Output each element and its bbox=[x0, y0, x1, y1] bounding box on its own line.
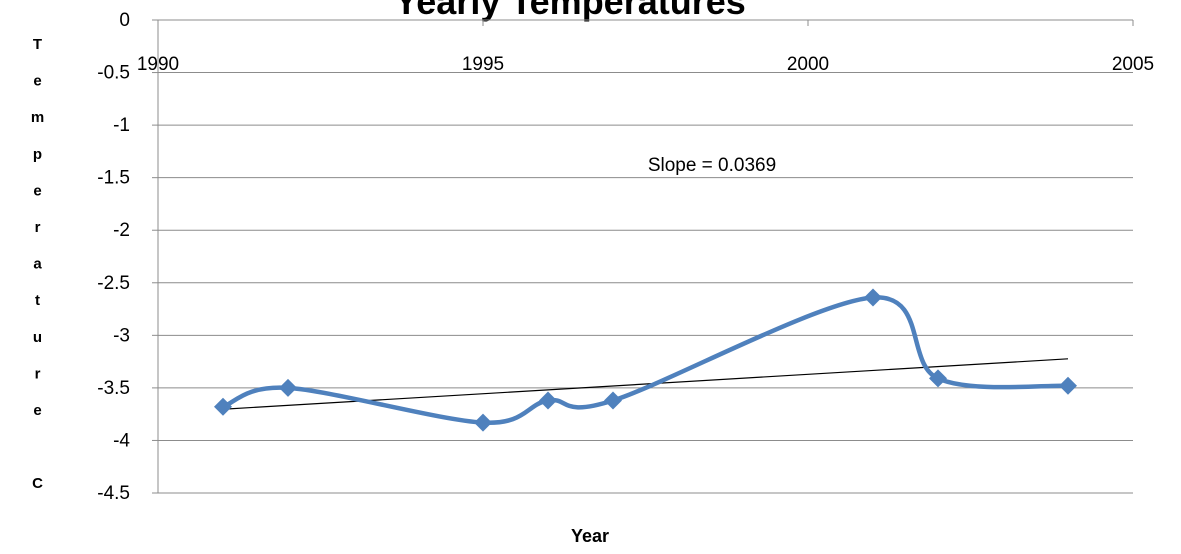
y-tick-label: -4.5 bbox=[97, 483, 130, 504]
x-tick-label: 1995 bbox=[462, 54, 504, 75]
x-tick-label: 2000 bbox=[787, 54, 829, 75]
marker bbox=[279, 378, 297, 397]
x-tick-label: 1990 bbox=[137, 54, 179, 75]
y-tick-label: -3.5 bbox=[97, 378, 130, 399]
y-tick-label: -2 bbox=[113, 220, 130, 241]
y-tick-label: 0 bbox=[119, 10, 130, 31]
marker bbox=[864, 288, 882, 307]
series-line bbox=[222, 295, 1069, 425]
y-tick-label: -4 bbox=[113, 430, 130, 451]
marker bbox=[929, 369, 947, 388]
marker bbox=[474, 413, 492, 432]
y-tick-label: -1 bbox=[113, 115, 130, 136]
marker bbox=[604, 391, 622, 410]
y-tick-label: -2.5 bbox=[97, 273, 130, 294]
chart-title: Yearly Temperatures bbox=[394, 0, 746, 22]
marker bbox=[1059, 376, 1077, 395]
y-tick-label: -3 bbox=[113, 325, 130, 346]
x-tick-label: 2005 bbox=[1112, 54, 1154, 75]
y-tick-label: -0.5 bbox=[97, 63, 130, 84]
trendline-label: Slope = 0.0369 bbox=[648, 155, 776, 176]
marker bbox=[539, 391, 557, 410]
marker bbox=[214, 397, 232, 416]
x-axis-title: Year bbox=[571, 526, 609, 546]
y-tick-label: -1.5 bbox=[97, 168, 130, 189]
y-axis-title: Temperature C bbox=[29, 36, 46, 512]
